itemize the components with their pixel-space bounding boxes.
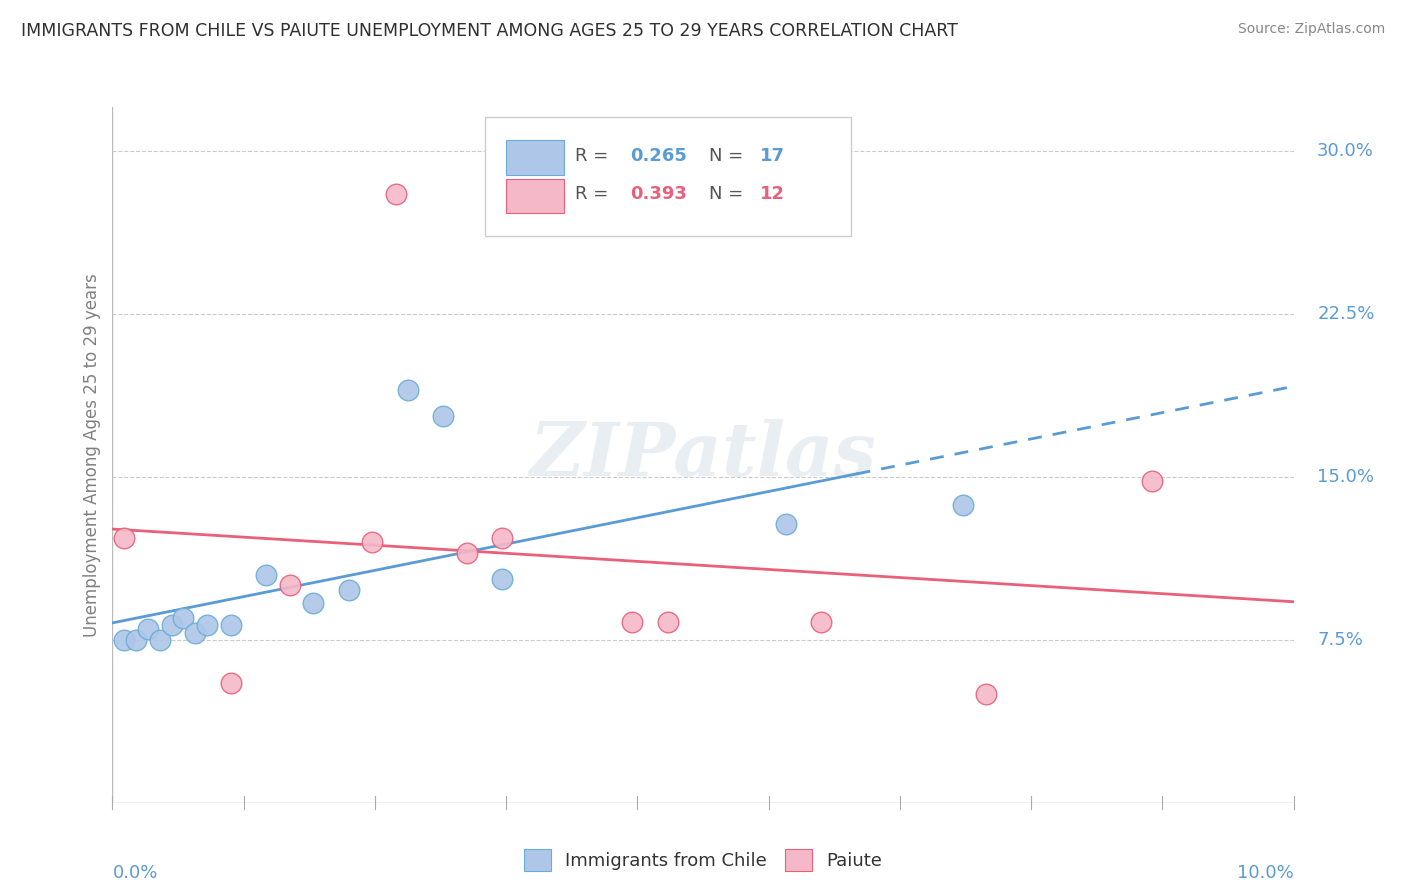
Text: IMMIGRANTS FROM CHILE VS PAIUTE UNEMPLOYMENT AMONG AGES 25 TO 29 YEARS CORRELATI: IMMIGRANTS FROM CHILE VS PAIUTE UNEMPLOY… xyxy=(21,22,957,40)
Point xyxy=(136,622,159,636)
Text: ZIPatlas: ZIPatlas xyxy=(530,418,876,491)
Text: 15.0%: 15.0% xyxy=(1317,467,1374,485)
Text: 17: 17 xyxy=(759,147,785,165)
Text: 22.5%: 22.5% xyxy=(1317,304,1375,323)
Text: 0.393: 0.393 xyxy=(630,185,686,203)
Text: 12: 12 xyxy=(759,185,785,203)
Point xyxy=(385,186,408,201)
Point xyxy=(361,535,384,549)
Point xyxy=(775,517,797,532)
Y-axis label: Unemployment Among Ages 25 to 29 years: Unemployment Among Ages 25 to 29 years xyxy=(83,273,101,637)
Text: R =: R = xyxy=(575,147,614,165)
Legend: Immigrants from Chile, Paiute: Immigrants from Chile, Paiute xyxy=(516,842,890,879)
Point xyxy=(125,632,148,647)
Point xyxy=(112,632,135,647)
Text: 10.0%: 10.0% xyxy=(1237,863,1294,881)
Point xyxy=(432,409,454,423)
Point xyxy=(160,617,183,632)
Point xyxy=(491,572,513,586)
Point xyxy=(621,615,644,630)
Point xyxy=(172,611,194,625)
Text: 0.265: 0.265 xyxy=(630,147,686,165)
FancyBboxPatch shape xyxy=(506,140,564,175)
Point xyxy=(810,615,832,630)
Point xyxy=(278,578,301,592)
Point xyxy=(1140,474,1163,488)
Point xyxy=(254,567,277,582)
Point xyxy=(184,626,207,640)
Point xyxy=(337,582,360,597)
Text: 30.0%: 30.0% xyxy=(1317,142,1374,160)
Point xyxy=(219,617,242,632)
Point xyxy=(112,531,135,545)
Point xyxy=(302,596,325,610)
Text: 7.5%: 7.5% xyxy=(1317,631,1362,648)
Point xyxy=(195,617,218,632)
Point xyxy=(952,498,974,512)
Point xyxy=(491,531,513,545)
Text: R =: R = xyxy=(575,185,614,203)
Point xyxy=(149,632,172,647)
FancyBboxPatch shape xyxy=(485,118,851,235)
Point xyxy=(456,546,478,560)
Point xyxy=(396,383,419,397)
FancyBboxPatch shape xyxy=(506,178,564,213)
Text: 0.0%: 0.0% xyxy=(112,863,157,881)
Text: N =: N = xyxy=(709,147,749,165)
Point xyxy=(219,676,242,690)
Text: Source: ZipAtlas.com: Source: ZipAtlas.com xyxy=(1237,22,1385,37)
Point xyxy=(657,615,679,630)
Point xyxy=(976,687,998,701)
Text: N =: N = xyxy=(709,185,749,203)
